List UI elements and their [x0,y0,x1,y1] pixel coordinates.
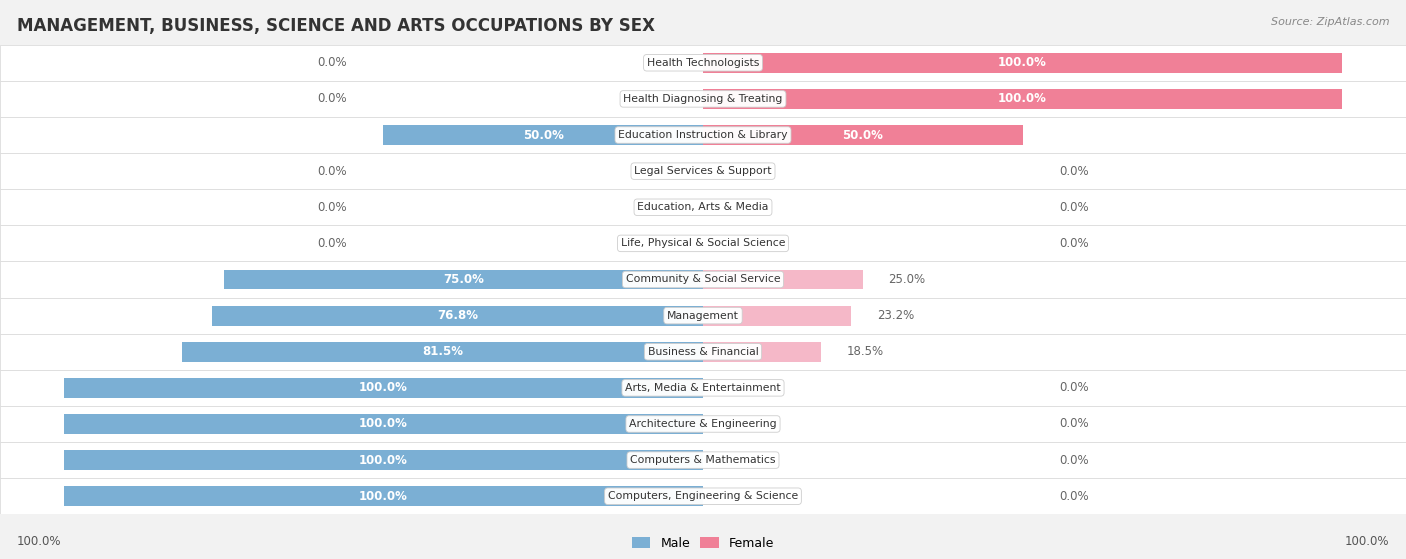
Text: 0.0%: 0.0% [1059,201,1088,214]
Text: Legal Services & Support: Legal Services & Support [634,166,772,176]
Text: Community & Social Service: Community & Social Service [626,274,780,285]
Text: 0.0%: 0.0% [318,201,347,214]
Text: Life, Physical & Social Science: Life, Physical & Social Science [621,238,785,248]
FancyBboxPatch shape [0,189,1406,225]
FancyBboxPatch shape [183,342,703,362]
Text: Architecture & Engineering: Architecture & Engineering [630,419,776,429]
Text: 100.0%: 100.0% [1344,535,1389,548]
Text: 0.0%: 0.0% [318,237,347,250]
Text: 100.0%: 100.0% [359,418,408,430]
Text: MANAGEMENT, BUSINESS, SCIENCE AND ARTS OCCUPATIONS BY SEX: MANAGEMENT, BUSINESS, SCIENCE AND ARTS O… [17,17,655,35]
Text: 25.0%: 25.0% [889,273,925,286]
Text: 0.0%: 0.0% [318,92,347,106]
FancyBboxPatch shape [703,342,821,362]
FancyBboxPatch shape [63,378,703,398]
Text: 0.0%: 0.0% [1059,381,1088,394]
FancyBboxPatch shape [0,225,1406,262]
Text: 75.0%: 75.0% [443,273,484,286]
FancyBboxPatch shape [384,125,703,145]
Text: 100.0%: 100.0% [998,56,1047,69]
FancyBboxPatch shape [0,117,1406,153]
Text: 0.0%: 0.0% [1059,165,1088,178]
FancyBboxPatch shape [0,153,1406,189]
FancyBboxPatch shape [224,269,703,290]
Text: 100.0%: 100.0% [17,535,62,548]
FancyBboxPatch shape [63,414,703,434]
FancyBboxPatch shape [0,334,1406,370]
Text: 0.0%: 0.0% [1059,490,1088,503]
Text: 100.0%: 100.0% [359,490,408,503]
Text: 0.0%: 0.0% [1059,237,1088,250]
Text: Computers, Engineering & Science: Computers, Engineering & Science [607,491,799,501]
Text: Source: ZipAtlas.com: Source: ZipAtlas.com [1271,17,1389,27]
FancyBboxPatch shape [0,478,1406,514]
FancyBboxPatch shape [703,269,863,290]
Text: Business & Financial: Business & Financial [648,347,758,357]
Text: Arts, Media & Entertainment: Arts, Media & Entertainment [626,383,780,393]
FancyBboxPatch shape [0,297,1406,334]
Text: Health Diagnosing & Treating: Health Diagnosing & Treating [623,94,783,104]
FancyBboxPatch shape [63,450,703,470]
Text: Education, Arts & Media: Education, Arts & Media [637,202,769,212]
FancyBboxPatch shape [703,89,1343,109]
FancyBboxPatch shape [0,81,1406,117]
FancyBboxPatch shape [0,370,1406,406]
FancyBboxPatch shape [0,406,1406,442]
Text: Education Instruction & Library: Education Instruction & Library [619,130,787,140]
Text: 0.0%: 0.0% [1059,453,1088,467]
FancyBboxPatch shape [703,125,1022,145]
Text: 18.5%: 18.5% [846,345,884,358]
Text: 0.0%: 0.0% [318,56,347,69]
Text: 0.0%: 0.0% [318,165,347,178]
FancyBboxPatch shape [0,442,1406,478]
FancyBboxPatch shape [703,53,1343,73]
Text: 50.0%: 50.0% [523,129,564,141]
Text: 100.0%: 100.0% [359,381,408,394]
Text: 0.0%: 0.0% [1059,418,1088,430]
Text: 23.2%: 23.2% [877,309,914,322]
FancyBboxPatch shape [0,45,1406,81]
Text: 81.5%: 81.5% [422,345,463,358]
Text: Management: Management [666,311,740,321]
Text: 50.0%: 50.0% [842,129,883,141]
Text: 100.0%: 100.0% [998,92,1047,106]
FancyBboxPatch shape [0,262,1406,297]
Text: Computers & Mathematics: Computers & Mathematics [630,455,776,465]
FancyBboxPatch shape [703,306,851,325]
Text: 76.8%: 76.8% [437,309,478,322]
FancyBboxPatch shape [63,486,703,506]
Text: Health Technologists: Health Technologists [647,58,759,68]
Text: 100.0%: 100.0% [359,453,408,467]
FancyBboxPatch shape [212,306,703,325]
Legend: Male, Female: Male, Female [627,532,779,555]
